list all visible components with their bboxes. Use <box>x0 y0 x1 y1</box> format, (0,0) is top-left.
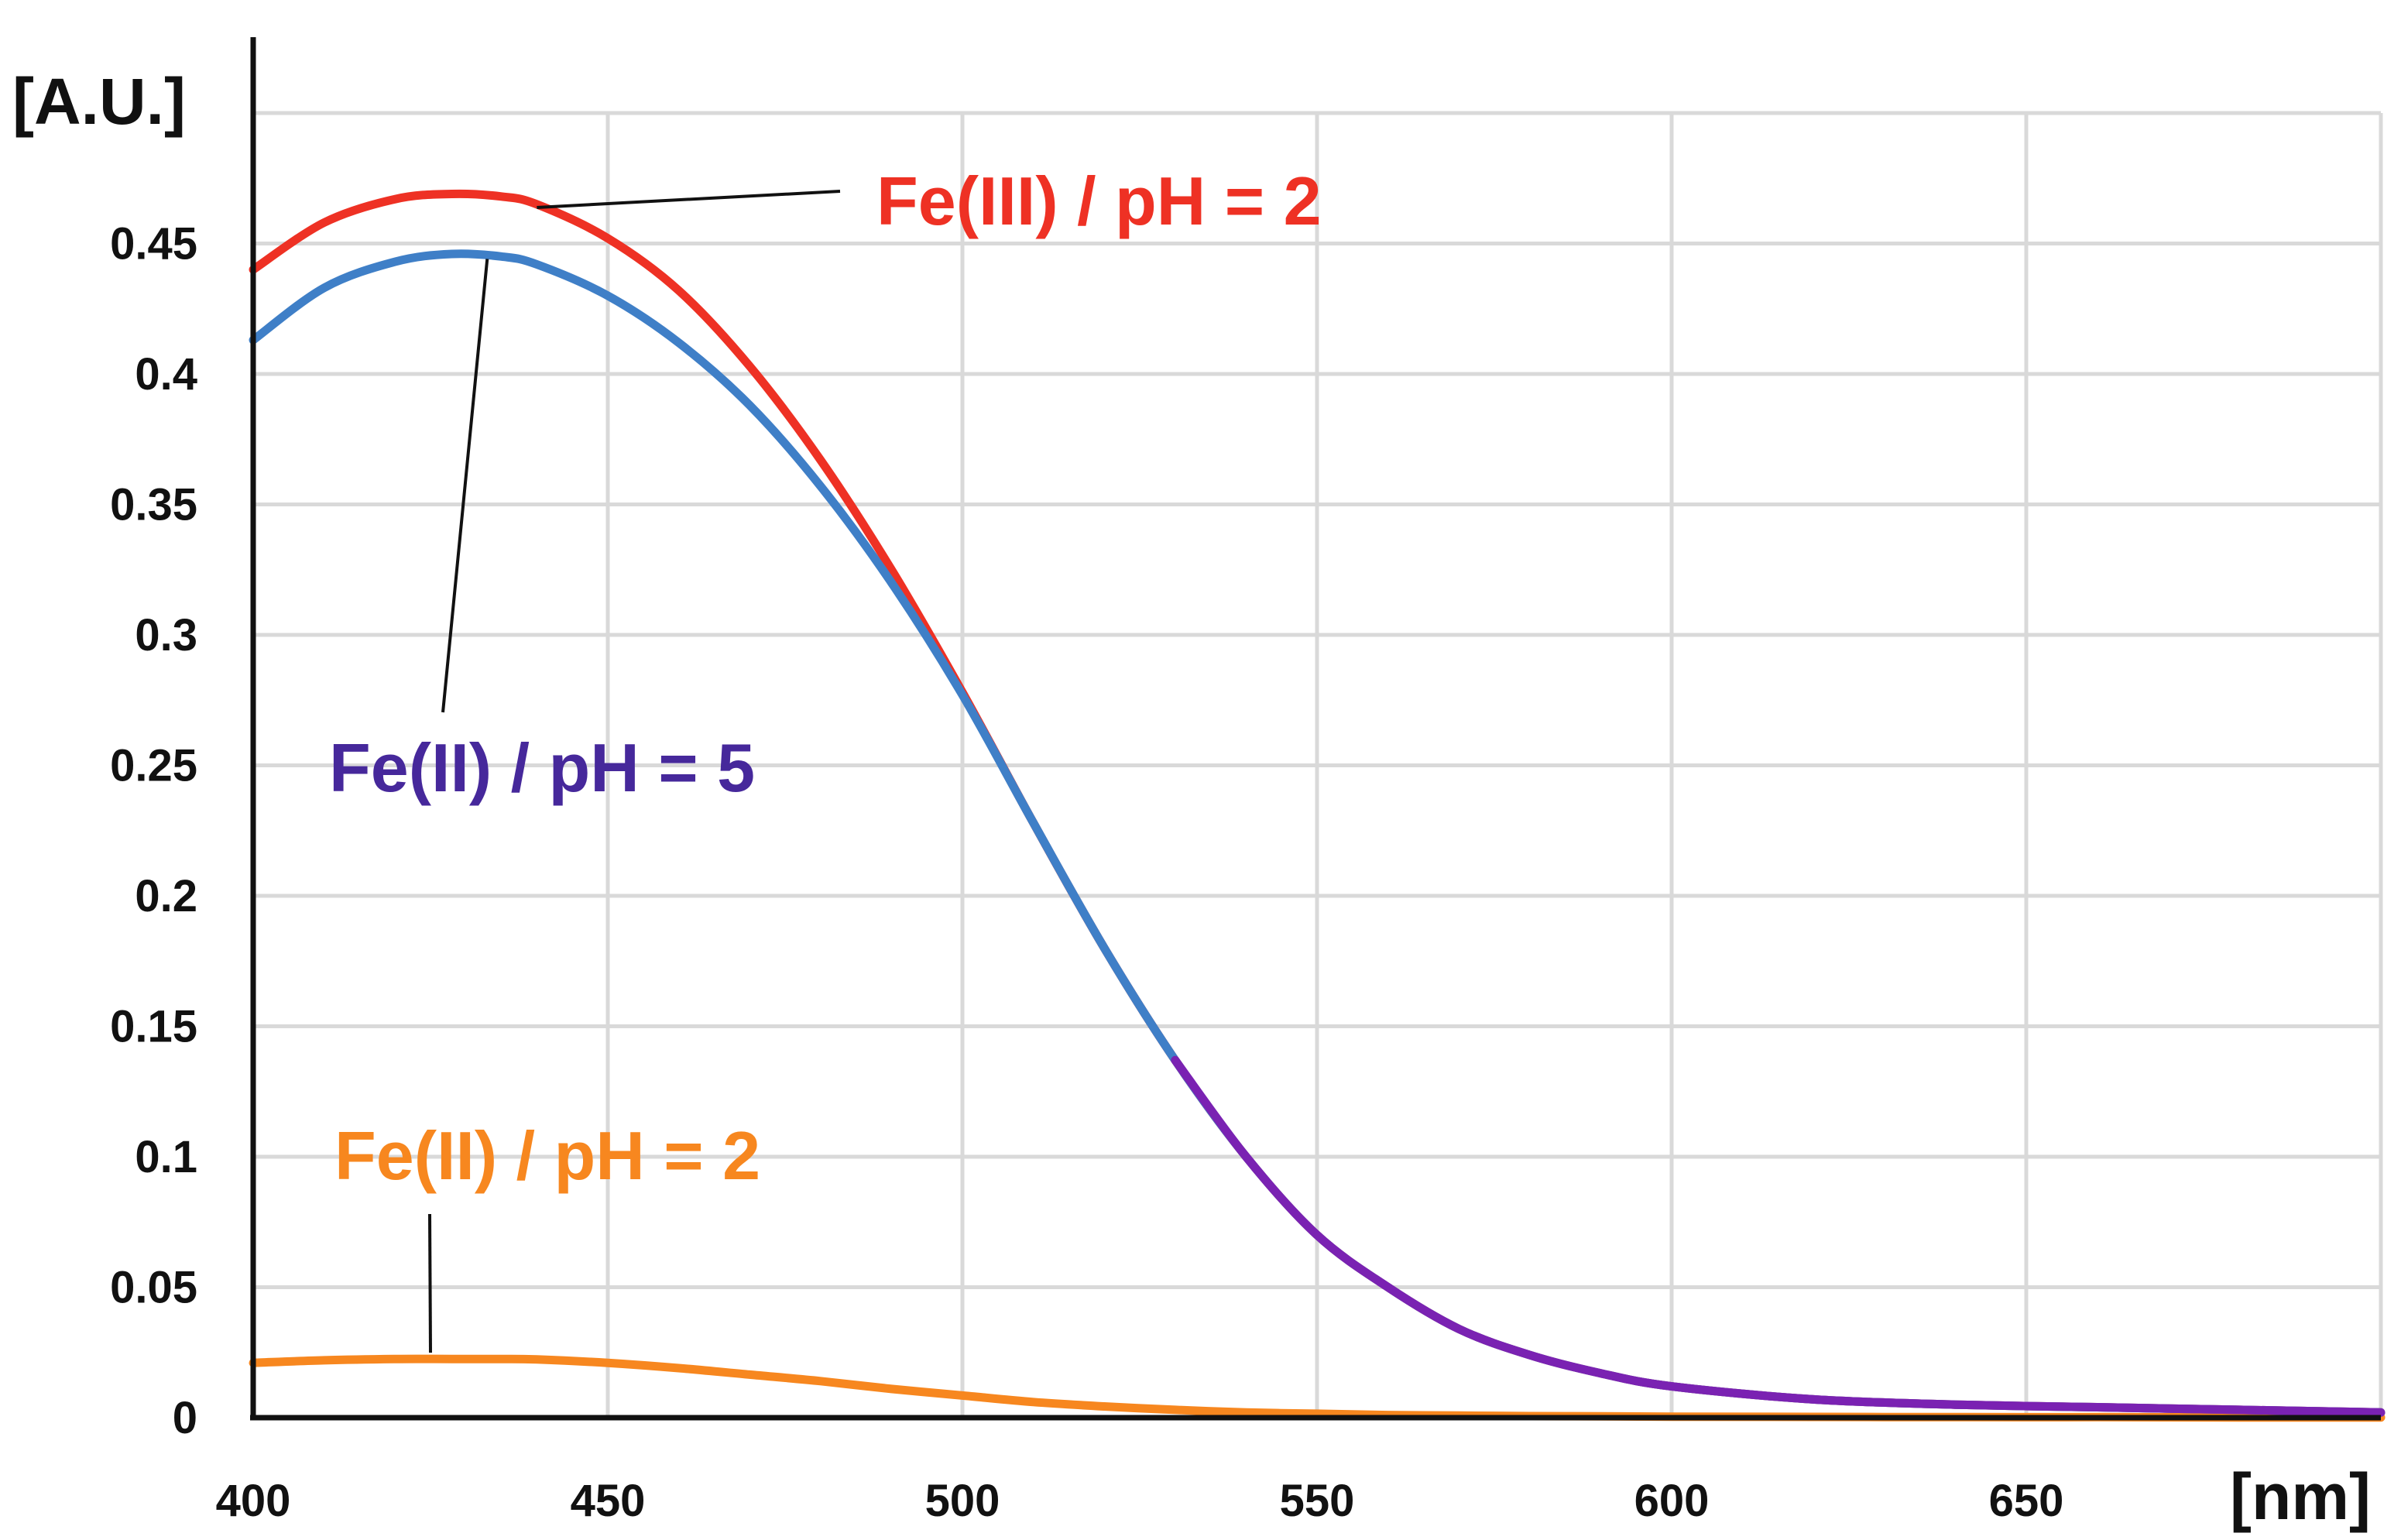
y-tick-label: 0.3 <box>135 610 197 660</box>
y-tick-label: 0.25 <box>110 741 197 791</box>
y-tick-label: 0.05 <box>110 1263 197 1313</box>
y-tick-label: 0.35 <box>110 480 197 530</box>
y-tick-label: 0.2 <box>135 871 197 921</box>
grid <box>253 111 2383 1418</box>
x-tick-label: 550 <box>1280 1476 1355 1526</box>
annotation-leader-fe3-ph2 <box>537 190 841 209</box>
annotation-fe2-ph5: Fe(II) / pH = 5 <box>329 729 755 806</box>
y-tick-label: 0.4 <box>135 349 197 400</box>
x-tick-label: 600 <box>1634 1476 1710 1526</box>
tick-labels: 400 450 500 550 600 650 0 0.05 0.1 0.15 0.2 0.25 0.3… <box>110 219 2063 1527</box>
annotations: Fe(III) / pH = 2 Fe(II) / pH = 5 Fe(II) … <box>329 163 1322 1353</box>
y-tick-label: 0.15 <box>110 1002 197 1052</box>
y-tick-label: 0.1 <box>135 1132 197 1182</box>
x-tick-label: 650 <box>1989 1476 2064 1526</box>
y-tick-label: 0 <box>173 1393 197 1443</box>
annotation-leader-fe2-ph5 <box>441 259 489 713</box>
x-axis-label: [nm] <box>2230 1460 2371 1533</box>
y-axis-label: [A.U.] <box>12 65 186 138</box>
series-line-merged-tail <box>1171 1055 2386 1417</box>
annotation-fe2-ph2: Fe(II) / pH = 2 <box>334 1117 760 1194</box>
annotation-fe3-ph2: Fe(III) / pH = 2 <box>876 163 1322 239</box>
x-tick-label: 450 <box>571 1476 646 1526</box>
x-tick-label: 400 <box>216 1476 291 1526</box>
x-tick-label: 500 <box>925 1476 1000 1526</box>
axes <box>250 37 2381 1421</box>
y-tick-label: 0.45 <box>110 219 197 269</box>
